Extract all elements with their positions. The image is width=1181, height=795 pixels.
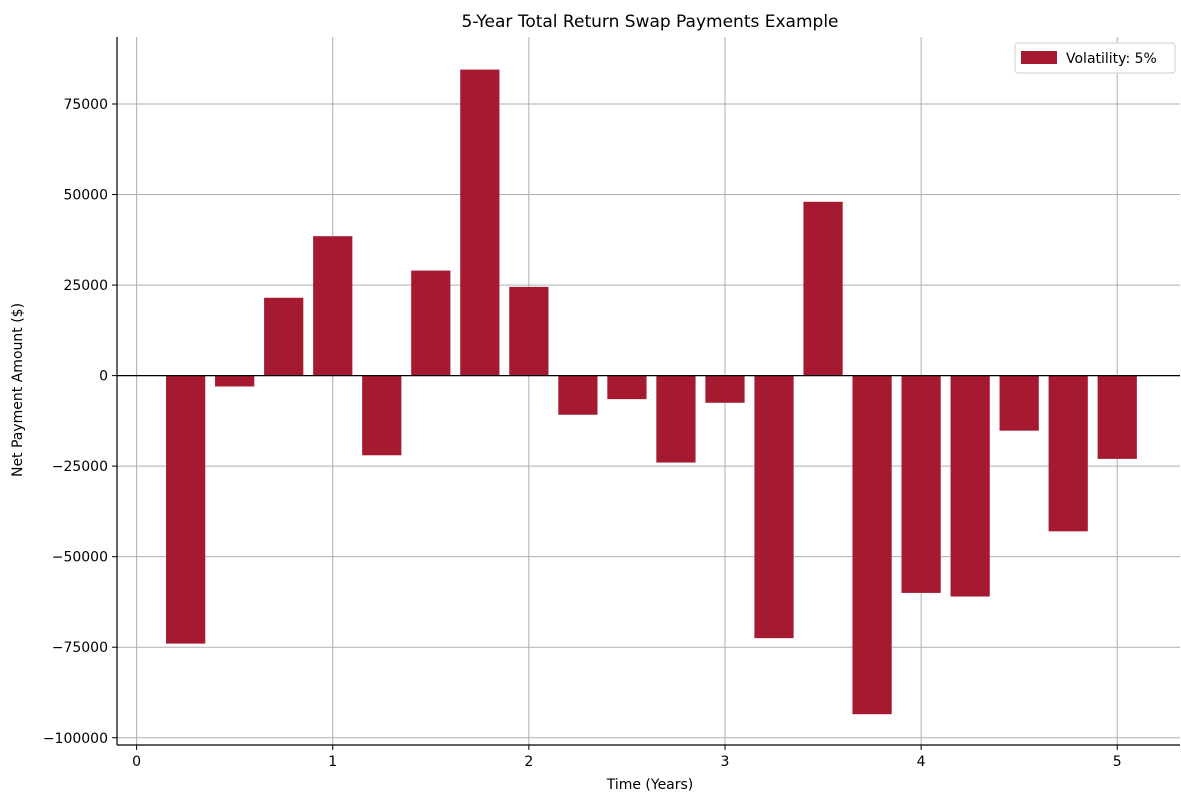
x-tick-label: 5 [1113,754,1122,770]
x-tick-label: 4 [917,754,926,770]
x-tick-label: 2 [524,754,533,770]
chart-title: 5-Year Total Return Swap Payments Exampl… [462,12,839,32]
legend-label: Volatility: 5% [1066,51,1157,67]
bar [901,375,941,593]
bars [166,69,1137,715]
x-axis-ticks: 0 1 2 3 4 5 [132,745,1122,770]
y-tick-label: −100000 [43,731,108,747]
legend-swatch [1021,51,1057,64]
legend: Volatility: 5% [1014,42,1176,74]
bar [999,375,1039,431]
bar [1097,375,1137,459]
legend-frame [1014,42,1176,74]
bar [460,69,500,376]
bar [607,375,647,400]
bar [656,375,696,463]
bar [558,375,598,415]
bar [754,375,794,639]
bar [411,270,451,376]
bar [950,375,990,597]
y-tick-label: 50000 [63,188,108,204]
y-tick-label: 25000 [63,278,108,294]
x-tick-label: 1 [328,754,337,770]
y-tick-label: −25000 [52,459,108,475]
bar [264,297,304,376]
y-tick-label: 0 [99,369,108,385]
x-tick-label: 0 [132,754,141,770]
bar [803,201,843,376]
bar [705,375,745,403]
bar [1048,375,1088,532]
x-axis-label: Time (Years) [606,777,694,793]
bar [166,375,206,644]
y-axis-ticks: −100000 −75000 −50000 −25000 0 25000 50000 7500… [43,97,117,747]
bar [362,375,402,456]
bar [509,286,549,376]
y-tick-label: 75000 [63,97,108,113]
y-tick-label: −50000 [52,550,108,566]
y-axis-label: Net Payment Amount ($) [10,303,26,477]
y-tick-label: −75000 [52,640,108,656]
bar [215,375,255,387]
bar [313,236,353,376]
axes [116,37,1180,746]
bar [852,375,892,715]
x-tick-label: 3 [721,754,730,770]
